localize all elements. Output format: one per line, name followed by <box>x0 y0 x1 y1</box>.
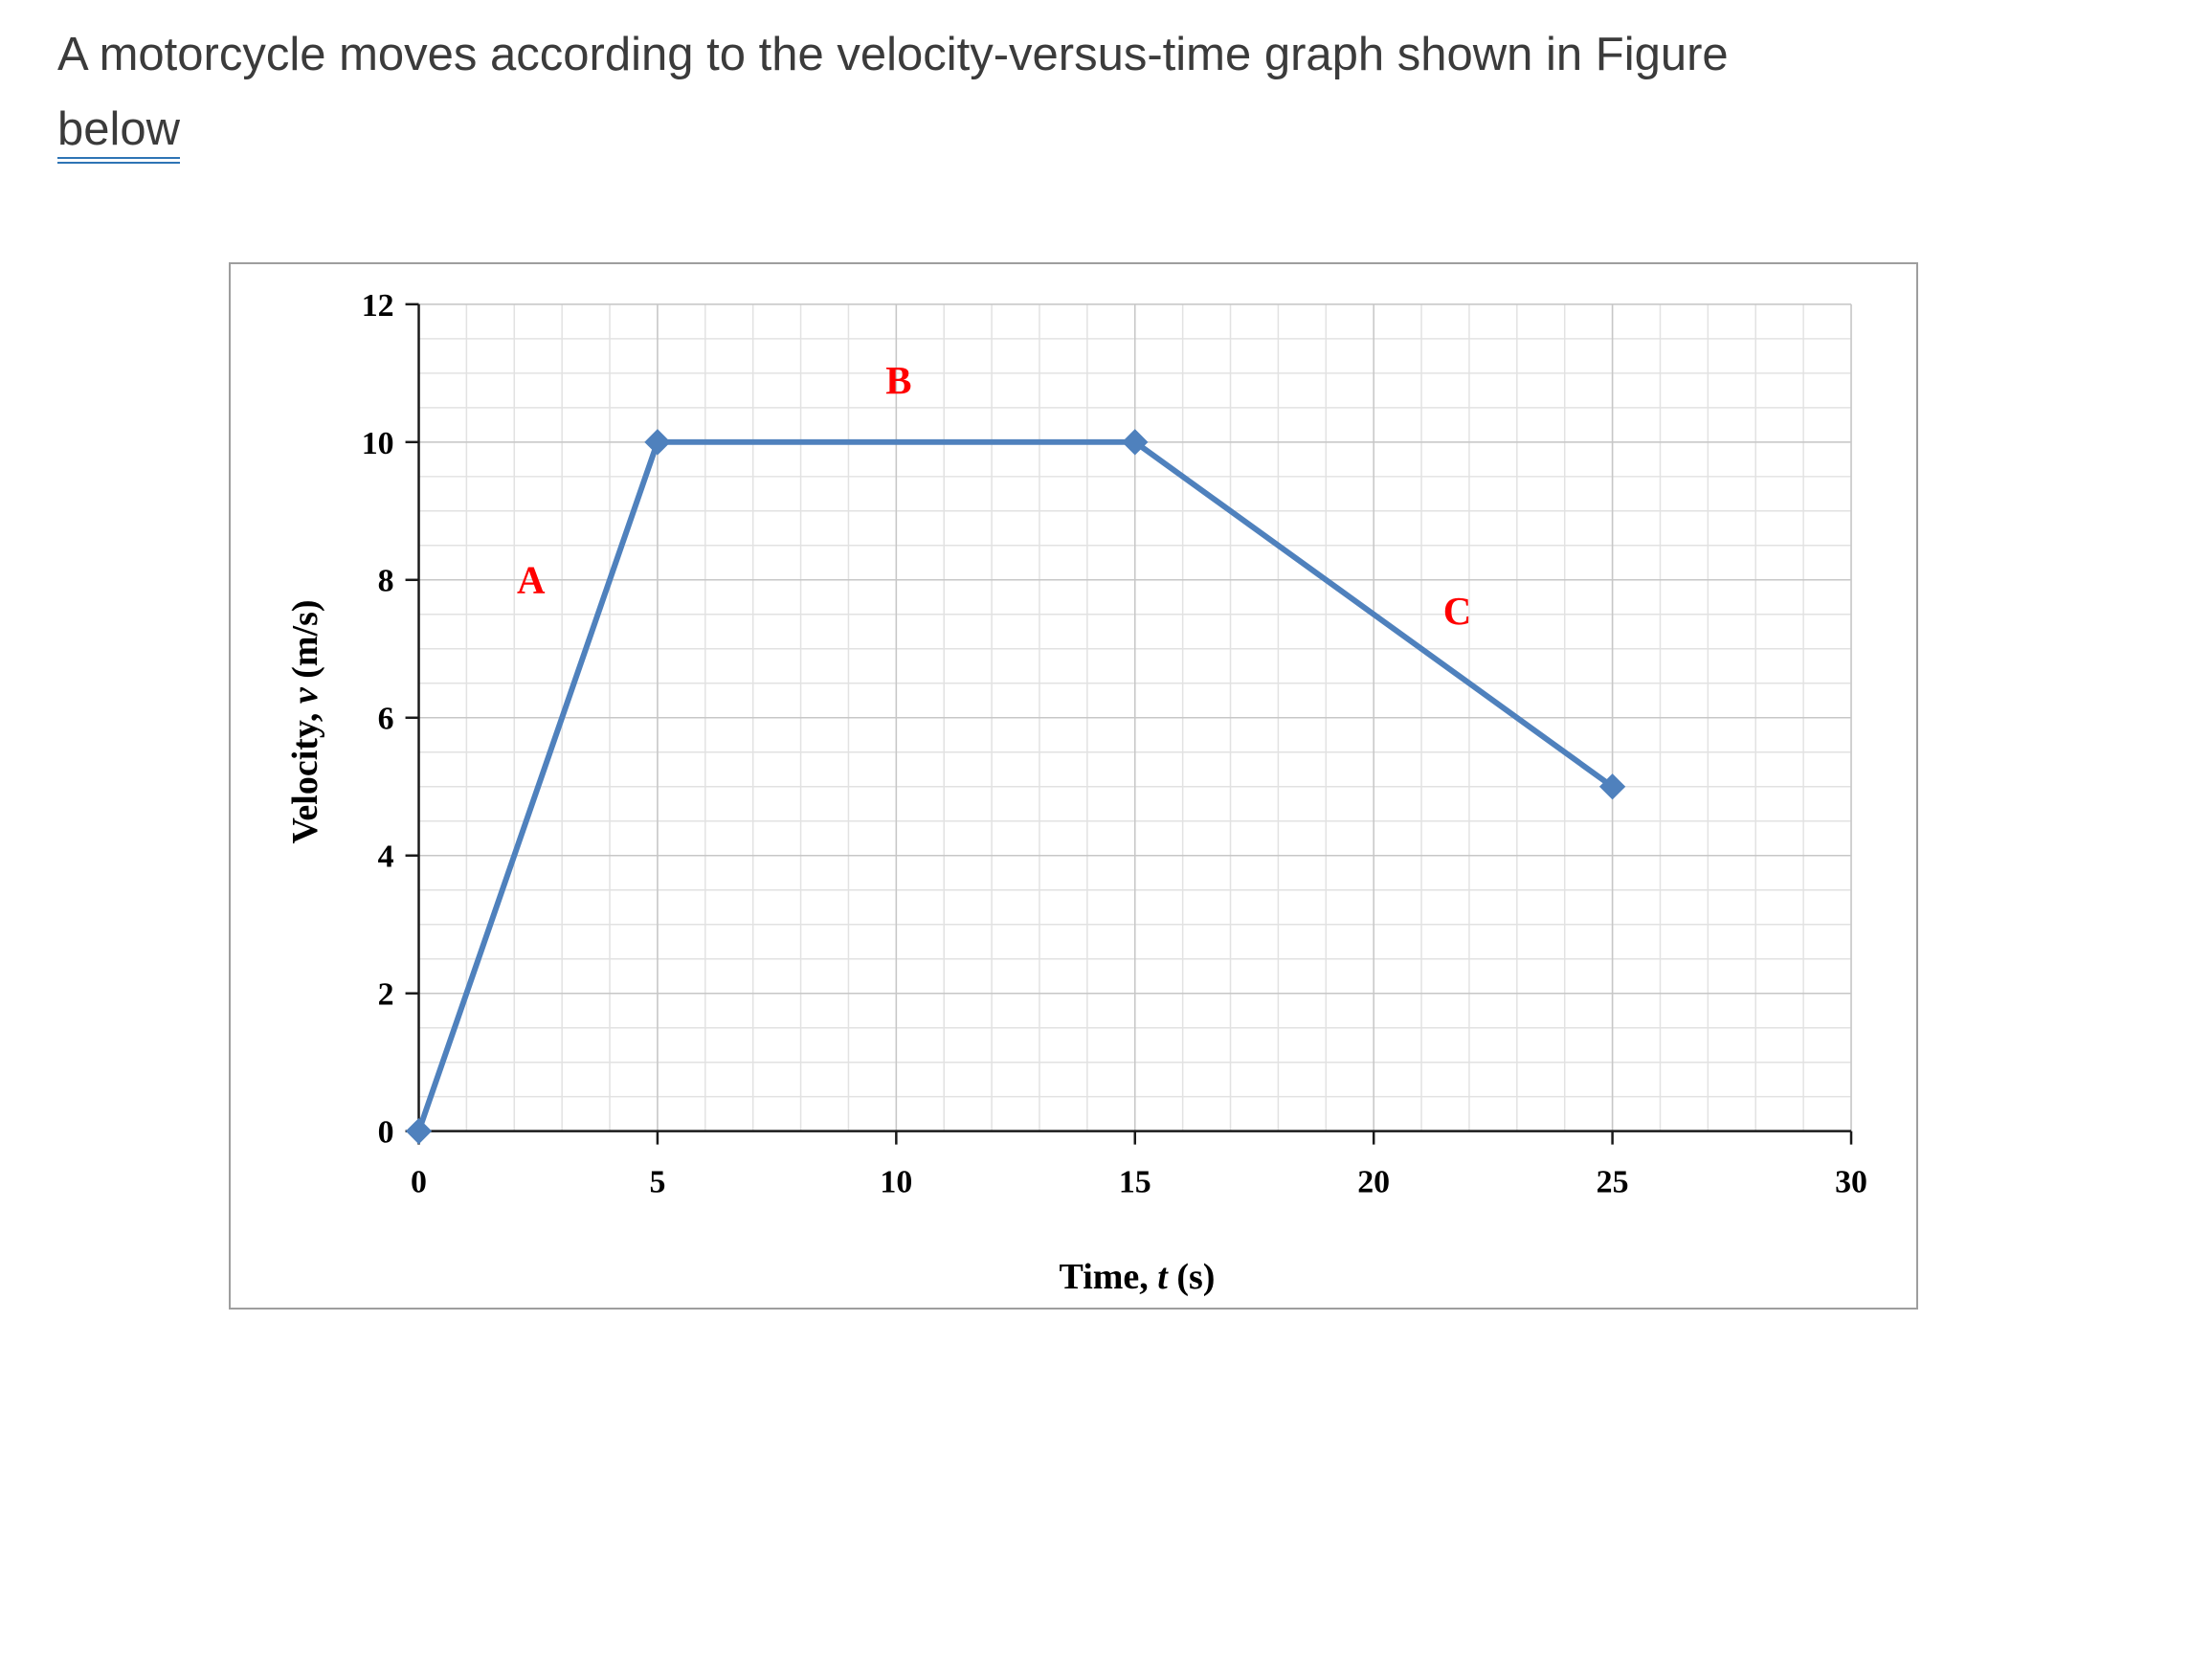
x-tick-label: 5 <box>649 1164 665 1199</box>
figure-container: 0 5 10 15 20 25 30 0 2 4 6 8 10 12 A B C Velocity, v (m/… <box>229 262 1918 1310</box>
x-tick-label: 20 <box>1357 1164 1390 1199</box>
y-tick-label: 8 <box>378 564 394 599</box>
y-tick-label: 10 <box>362 426 394 461</box>
velocity-time-chart: 0 5 10 15 20 25 30 0 2 4 6 8 10 12 A B C <box>362 288 1867 1200</box>
y-tick-label: 12 <box>362 288 394 324</box>
question-line1: A motorcycle moves according to the velo… <box>57 29 1729 80</box>
y-tick-label: 4 <box>378 840 394 875</box>
x-axis-title: Time, t (s) <box>1060 1256 1216 1298</box>
x-axis-title-var: t <box>1157 1257 1168 1297</box>
velocity-line <box>415 438 1616 1134</box>
y-axis-title: Velocity, v (m/s) <box>284 599 326 843</box>
x-tick-label: 10 <box>880 1164 912 1199</box>
x-tick-label: 15 <box>1119 1164 1151 1199</box>
segment-label-C: C <box>1443 590 1472 633</box>
data-point-marker <box>405 1118 433 1145</box>
x-axis-title-post: (s) <box>1167 1257 1216 1297</box>
y-tick-label: 6 <box>378 702 394 737</box>
x-tick-label: 25 <box>1597 1164 1629 1199</box>
x-tick-label: 0 <box>411 1164 427 1199</box>
y-axis-title-pre: Velocity, <box>285 704 325 844</box>
data-point-marker <box>644 429 671 456</box>
question-line2-underlined: below <box>57 101 181 164</box>
question-text: A motorcycle moves according to the velo… <box>57 17 1729 167</box>
x-axis-title-pre: Time, <box>1059 1257 1158 1297</box>
y-tick-label: 0 <box>378 1115 394 1151</box>
y-axis-title-post: (m/s) <box>285 599 325 688</box>
x-tick-label: 30 <box>1835 1164 1867 1199</box>
segment-label-A: A <box>517 559 546 602</box>
y-axis-title-var: v <box>285 687 325 705</box>
segment-label-B: B <box>885 359 911 402</box>
data-point-marker <box>1598 773 1626 800</box>
data-point-marker <box>1122 429 1149 456</box>
y-tick-label: 2 <box>378 977 394 1013</box>
